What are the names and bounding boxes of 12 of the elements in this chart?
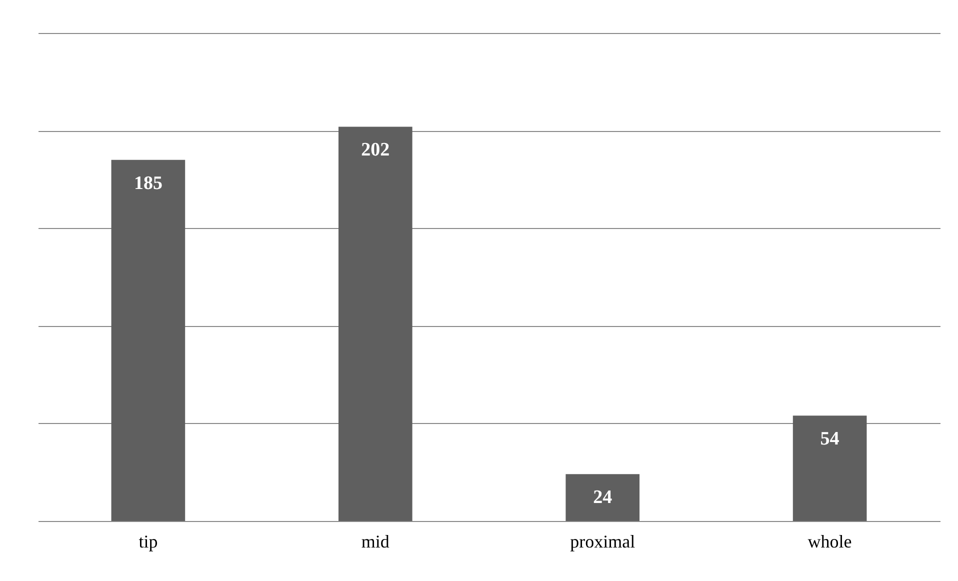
x-tick-label: tip: [138, 532, 158, 552]
data-label: 202: [361, 140, 390, 161]
bar: [566, 474, 640, 521]
x-tick-label: proximal: [570, 532, 636, 552]
data-label: 54: [820, 428, 840, 450]
x-tick-label: mid: [361, 532, 390, 552]
data-label: 185: [134, 172, 162, 194]
x-tick-label: whole: [808, 532, 852, 552]
data-label: 24: [593, 487, 613, 508]
bar: [338, 126, 412, 521]
bar: [111, 160, 186, 521]
bar: [792, 416, 867, 521]
